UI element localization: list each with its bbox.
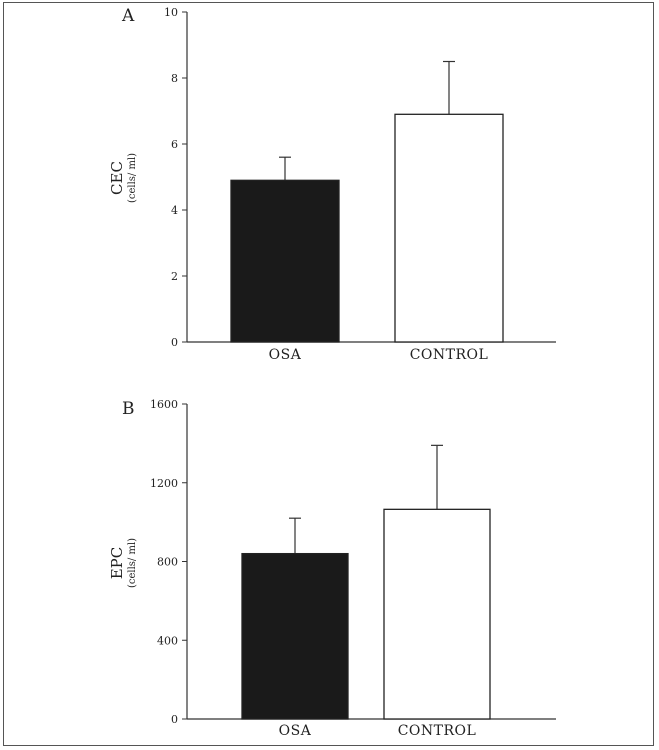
panel-b-x-category-label: CONTROL (398, 723, 477, 739)
panel-b-y-axis-unit: (cells/ ml) (127, 538, 138, 588)
panel-b: B EPC (cells/ ml) 0 400 800 1200 1600 OSA CONT… (108, 398, 556, 739)
panel-a-y-tick-label: 2 (171, 270, 178, 283)
panel-a-x-category-label: OSA (269, 347, 302, 363)
panel-b-plot: 0 400 800 1200 1600 OSA CONTROL (150, 398, 556, 739)
panel-b-bar-osa (241, 552, 349, 720)
panel-b-x-category-label: OSA (279, 723, 312, 739)
panel-b-y-tick-label: 800 (157, 556, 178, 569)
panel-b-ylabel-group: EPC (cells/ ml) (108, 538, 138, 588)
panel-b-y-tick-label: 1200 (150, 477, 178, 490)
panel-a-y-tick-label: 0 (171, 336, 178, 349)
panel-a-x-category-label: CONTROL (410, 347, 489, 363)
panel-a-y-tick-label: 10 (164, 6, 178, 19)
panel-a-y-tick-label: 6 (171, 138, 178, 151)
panel-a-y-axis-label: CEC (108, 161, 126, 195)
panel-a-plot: 0 2 4 6 8 10 OSA CONTROL (164, 6, 556, 363)
panel-a-bar-control (394, 113, 504, 343)
panel-b-y-tick-label: 1600 (150, 398, 178, 411)
panel-b-bar-control (383, 508, 491, 720)
panel-b-label: B (122, 399, 135, 419)
panel-a-label: A (121, 6, 135, 26)
panel-a-y-axis-unit: (cells/ ml) (127, 153, 138, 203)
panel-a: A CEC (cells/ ml) 0 2 4 6 8 10 OSA CONTROL (108, 6, 556, 363)
panel-a-y-tick-label: 8 (171, 72, 178, 85)
panel-a-bar-osa (230, 179, 340, 343)
panel-b-y-tick-label: 400 (157, 634, 178, 647)
panel-b-y-tick-label: 0 (171, 713, 178, 726)
panel-a-y-tick-label: 4 (171, 204, 178, 217)
panel-b-y-axis-label: EPC (108, 547, 126, 580)
panel-a-ylabel-group: CEC (cells/ ml) (108, 153, 138, 203)
